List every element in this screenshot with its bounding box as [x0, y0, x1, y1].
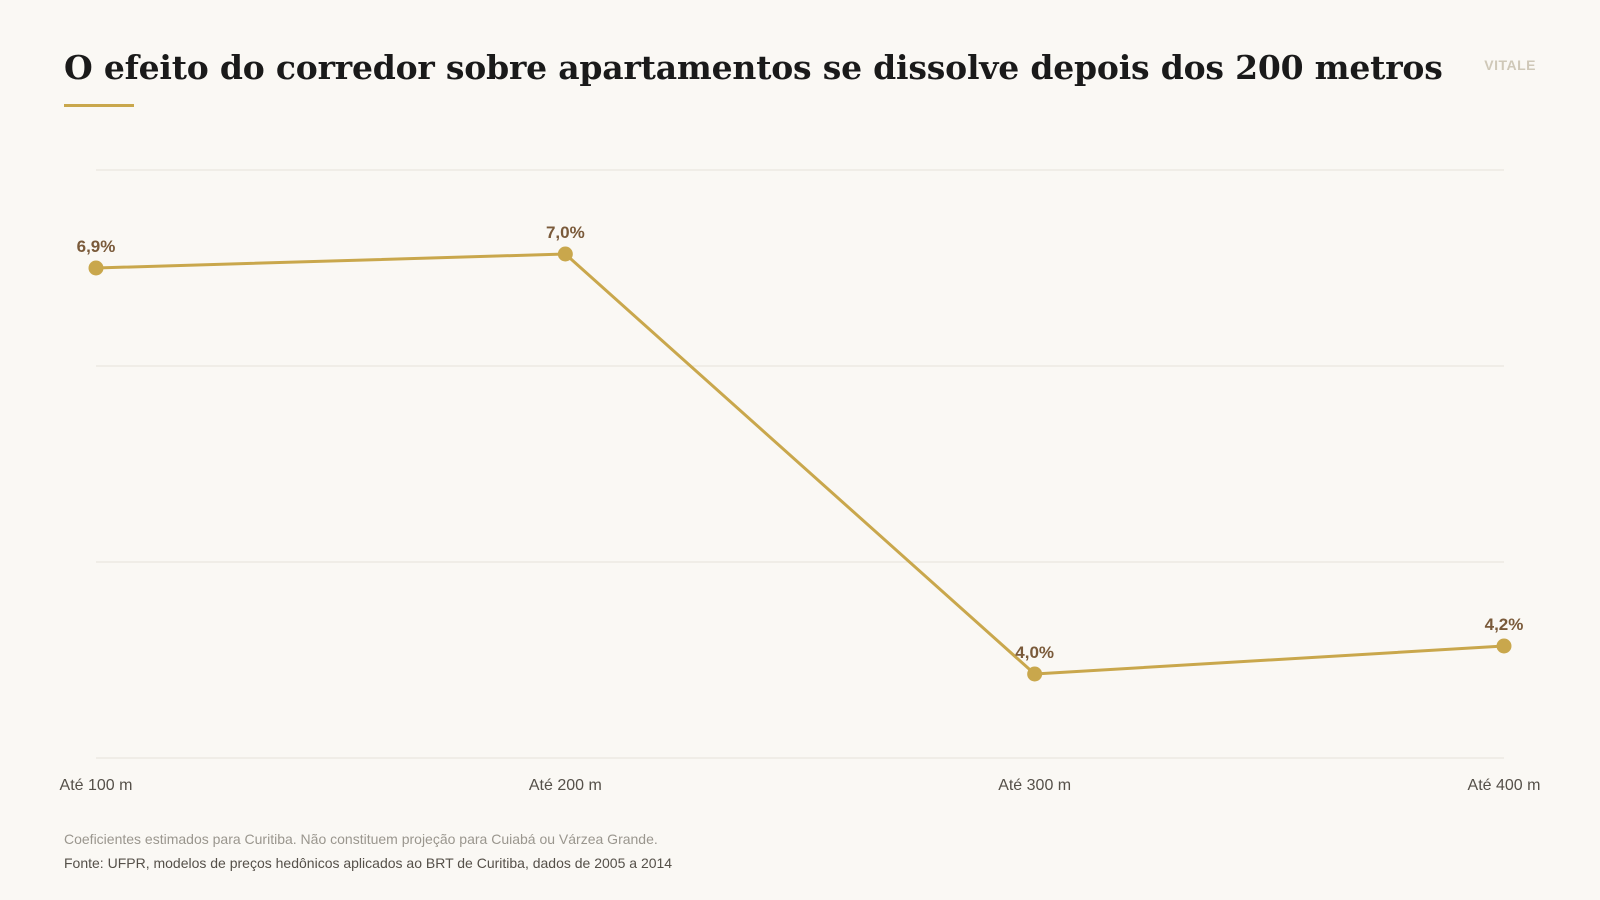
- data-label: 6,9%: [77, 237, 116, 256]
- data-point: [1496, 638, 1512, 654]
- title-underline: [64, 104, 134, 107]
- x-tick-label: Até 400 m: [1468, 777, 1541, 794]
- x-tick-label: Até 100 m: [60, 777, 133, 794]
- chart-title: O efeito do corredor sobre apartamentos …: [64, 48, 1443, 87]
- chart-footnote: Coeficientes estimados para Curitiba. Nã…: [64, 831, 658, 847]
- brand-logo: VITALE: [1484, 57, 1536, 73]
- data-point: [557, 246, 573, 262]
- data-point: [1027, 666, 1043, 682]
- series-line: [94, 252, 1506, 676]
- data-label: 4,2%: [1485, 615, 1524, 634]
- chart-source: Fonte: UFPR, modelos de preços hedônicos…: [64, 855, 673, 871]
- x-tick-label: Até 300 m: [998, 777, 1071, 794]
- data-label: 7,0%: [546, 223, 585, 242]
- x-tick-label: Até 200 m: [529, 777, 602, 794]
- data-label: 4,0%: [1015, 643, 1054, 662]
- data-point: [88, 260, 104, 276]
